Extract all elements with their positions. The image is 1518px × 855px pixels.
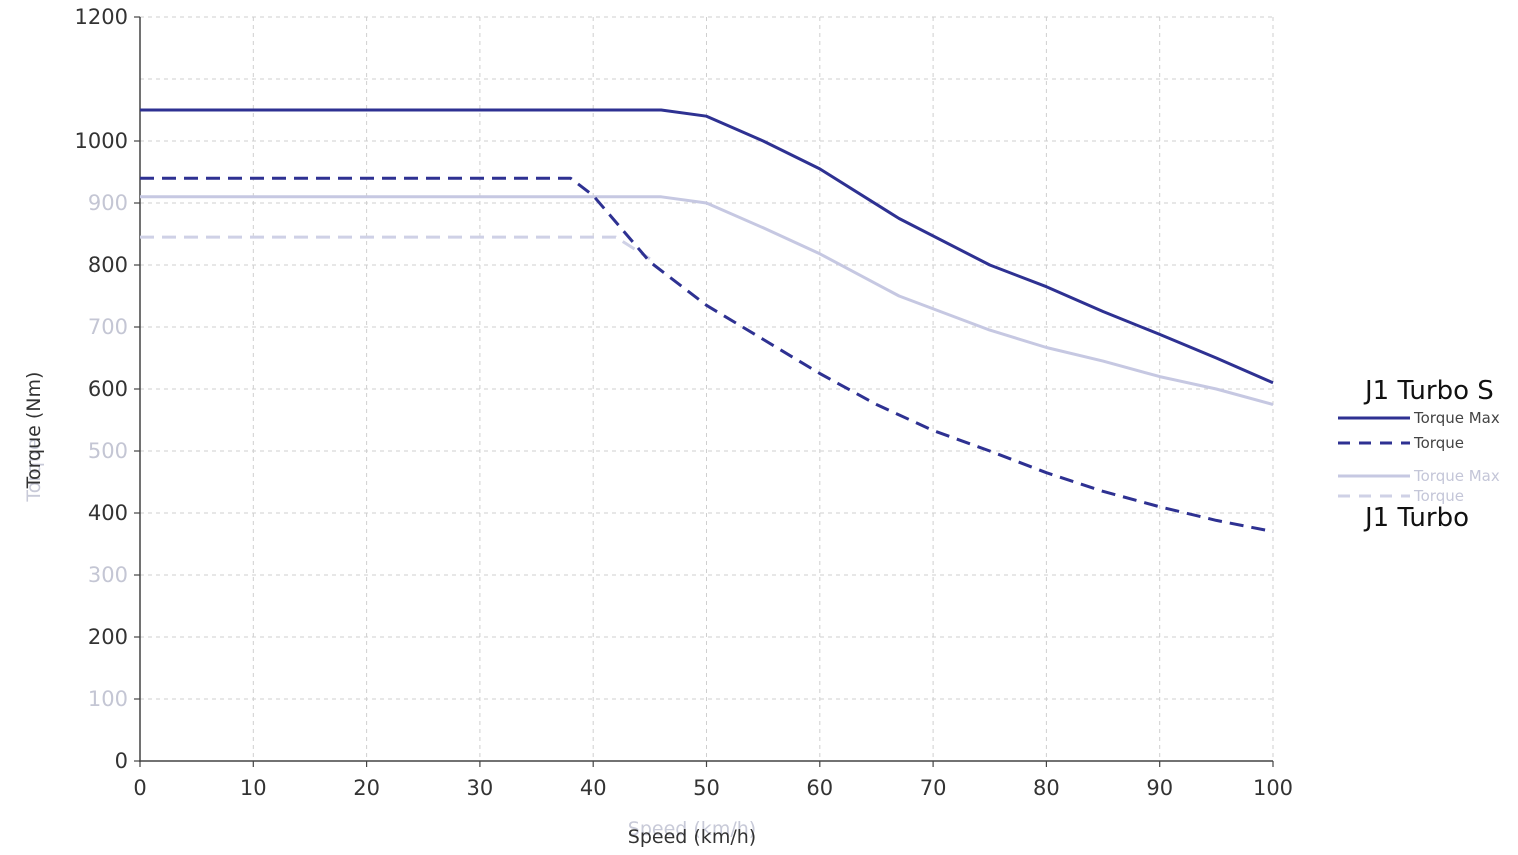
y-tick-label: 800 bbox=[88, 253, 128, 277]
x-axis-title: Speed (km/h) bbox=[628, 826, 756, 848]
series-line-j1-turbo-torque bbox=[140, 235, 651, 261]
legend-group-title-turbo: J1 Turbo bbox=[1363, 503, 1469, 533]
grid bbox=[140, 16, 1274, 761]
series-line-j1-turbo-s-torque-max bbox=[140, 108, 1274, 385]
y-tick-label: 500 bbox=[88, 439, 128, 463]
legend-label-turbo-torque-max: Torque Max bbox=[1413, 467, 1500, 485]
y-tick-label: 200 bbox=[88, 625, 128, 649]
axis-titles: Torque Torque (Nm) Speed (km/h) Speed (k… bbox=[23, 372, 756, 848]
x-tick-label: 0 bbox=[133, 776, 146, 800]
x-tick-label: 100 bbox=[1253, 776, 1293, 800]
legend-label-turbo-torque: Torque bbox=[1413, 487, 1464, 505]
y-tick-label: 900 bbox=[88, 191, 128, 215]
x-tick-label: 10 bbox=[240, 776, 267, 800]
axes bbox=[134, 16, 1274, 767]
y-tick-label: 1000 bbox=[75, 129, 128, 153]
x-tick-label: 70 bbox=[920, 776, 947, 800]
x-tick-label: 40 bbox=[580, 776, 607, 800]
y-tick-label: 700 bbox=[88, 315, 128, 339]
x-tick-label: 50 bbox=[693, 776, 720, 800]
legend-group-title-turbo-s: J1 Turbo S bbox=[1363, 376, 1494, 406]
y-tick-label: 400 bbox=[88, 501, 128, 525]
legend-label-turbo-s-torque-max: Torque Max bbox=[1413, 409, 1500, 427]
y-axis-title: Torque (Nm) bbox=[23, 372, 45, 490]
legend-label-turbo-s-torque: Torque bbox=[1413, 434, 1464, 452]
legend: J1 Turbo S Torque Max Torque Torque Max … bbox=[1338, 376, 1500, 533]
y-tick-label: 1200 bbox=[75, 5, 128, 29]
x-tick-label: 80 bbox=[1033, 776, 1060, 800]
tick-labels: 0 100 200 300 400 500 600 700 800 900 1000 1200 0 10 2… bbox=[75, 5, 1294, 800]
x-tick-label: 60 bbox=[806, 776, 833, 800]
y-axis-title-faint: Torque bbox=[23, 438, 45, 502]
series-line-j1-turbo-s-torque bbox=[140, 176, 1274, 534]
x-tick-label: 20 bbox=[353, 776, 380, 800]
x-axis-title-faint: Speed (km/h) bbox=[628, 818, 756, 840]
y-tick-label: 0 bbox=[115, 749, 128, 773]
y-tick-label: 600 bbox=[88, 377, 128, 401]
y-tick-label: 300 bbox=[88, 563, 128, 587]
x-tick-label: 30 bbox=[467, 776, 494, 800]
series-line-j1-turbo-torque-max bbox=[140, 195, 1274, 406]
series-lines bbox=[140, 108, 1274, 534]
x-tick-label: 90 bbox=[1146, 776, 1173, 800]
y-tick-label: 100 bbox=[88, 687, 128, 711]
